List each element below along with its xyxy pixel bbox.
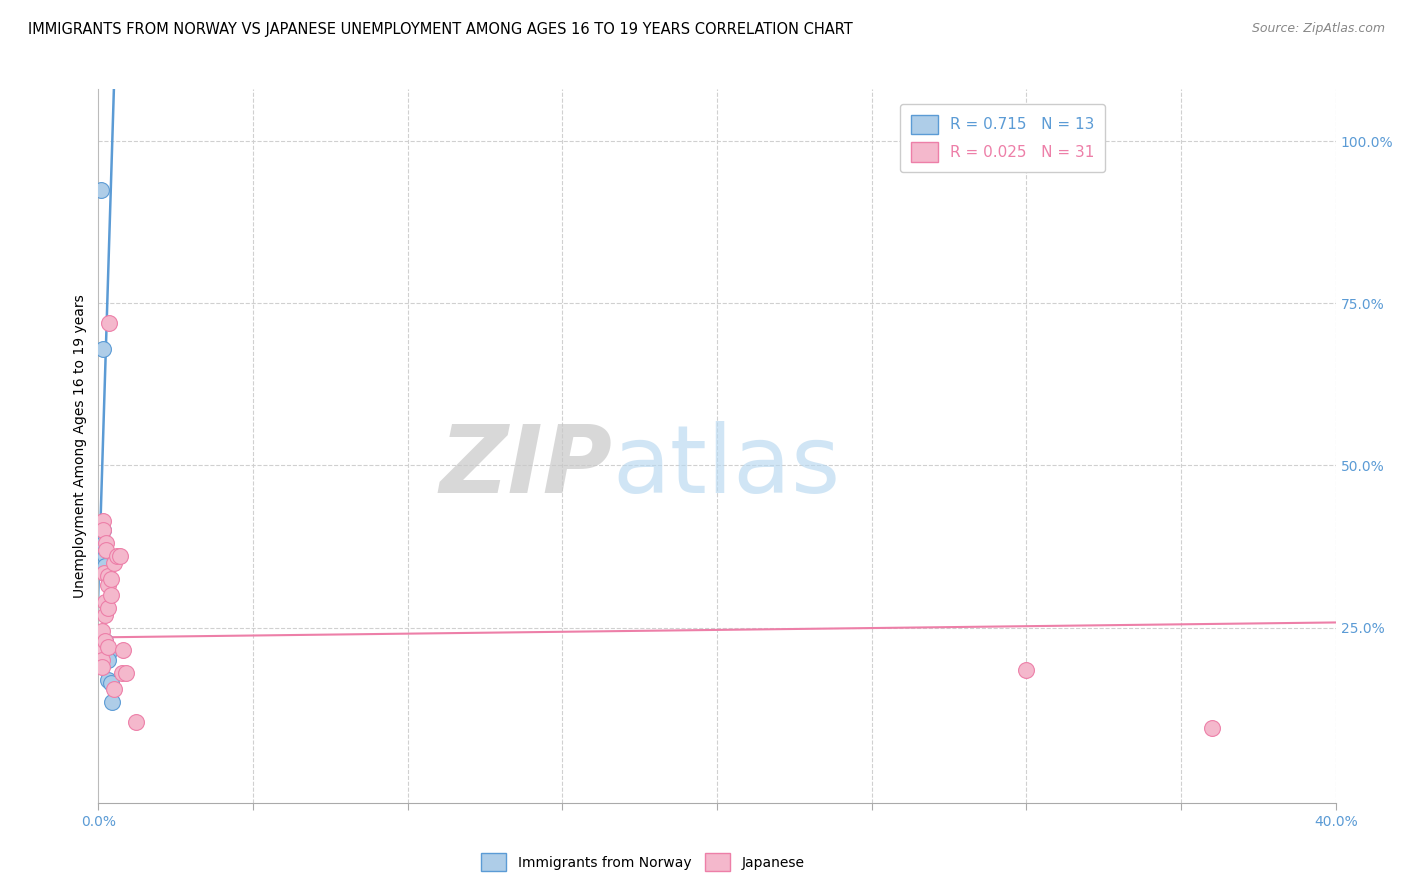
- Point: [93, 566, 115, 580]
- Point: [115, 666, 138, 681]
- Point: [100, 675, 122, 690]
- Point: [100, 588, 122, 602]
- Point: [97, 578, 120, 592]
- Point: [90, 640, 112, 654]
- Point: [103, 556, 125, 570]
- Point: [93, 607, 115, 622]
- Point: [1015, 663, 1038, 677]
- Point: [96, 640, 118, 654]
- Text: IMMIGRANTS FROM NORWAY VS JAPANESE UNEMPLOYMENT AMONG AGES 16 TO 19 YEARS CORREL: IMMIGRANTS FROM NORWAY VS JAPANESE UNEMP…: [28, 22, 853, 37]
- Text: atlas: atlas: [612, 421, 841, 514]
- Point: [97, 568, 120, 582]
- Point: [100, 572, 122, 586]
- Point: [94, 633, 117, 648]
- Point: [96, 542, 118, 557]
- Point: [90, 627, 112, 641]
- Point: [112, 643, 135, 657]
- Point: [124, 714, 146, 729]
- Point: [93, 633, 115, 648]
- Point: [97, 653, 120, 667]
- Point: [90, 653, 112, 667]
- Point: [90, 624, 112, 638]
- Point: [91, 524, 114, 538]
- Point: [1201, 721, 1223, 735]
- Point: [97, 640, 120, 654]
- Point: [89, 640, 111, 654]
- Point: [111, 666, 134, 681]
- Point: [90, 659, 112, 673]
- Text: Source: ZipAtlas.com: Source: ZipAtlas.com: [1251, 22, 1385, 36]
- Point: [93, 559, 115, 574]
- Point: [91, 514, 114, 528]
- Point: [96, 536, 118, 550]
- Legend: Immigrants from Norway, Japanese: Immigrants from Norway, Japanese: [474, 847, 811, 878]
- Point: [91, 342, 114, 356]
- Point: [105, 549, 128, 564]
- Point: [101, 695, 124, 709]
- Point: [93, 549, 115, 564]
- Point: [98, 316, 121, 330]
- Point: [90, 183, 112, 197]
- Point: [97, 647, 120, 661]
- Point: [103, 682, 125, 697]
- Y-axis label: Unemployment Among Ages 16 to 19 years: Unemployment Among Ages 16 to 19 years: [73, 294, 87, 598]
- Point: [108, 549, 131, 564]
- Point: [93, 595, 115, 609]
- Point: [97, 673, 120, 687]
- Point: [97, 601, 120, 615]
- Text: ZIP: ZIP: [439, 421, 612, 514]
- Point: [93, 536, 115, 550]
- Point: [91, 524, 114, 538]
